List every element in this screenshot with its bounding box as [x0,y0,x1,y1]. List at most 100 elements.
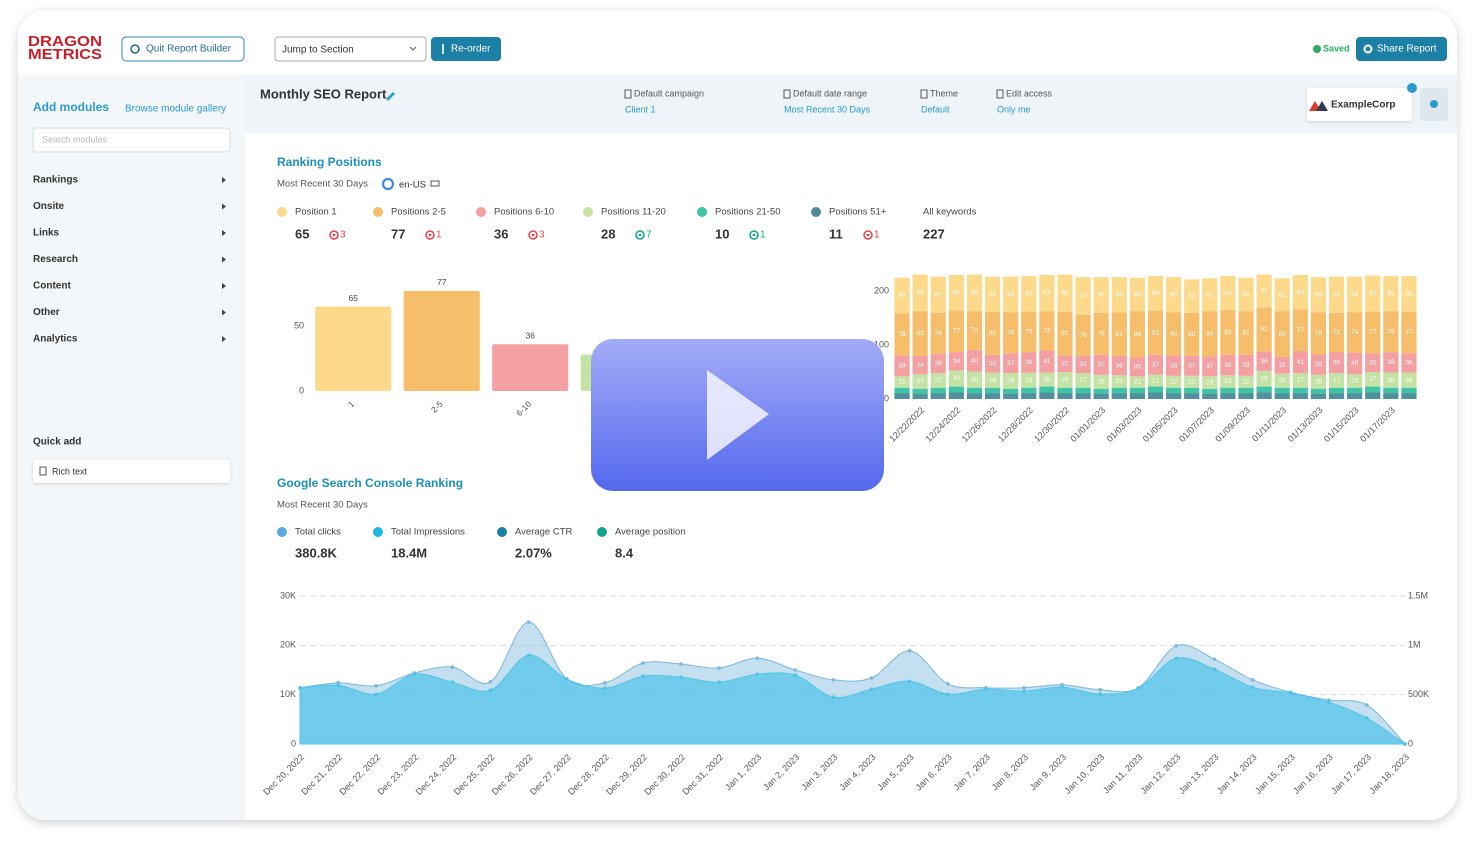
browse-link[interactable]: Browse module gallery [125,104,226,115]
y-tick-label: 200 [874,286,889,296]
data-label: 77 [953,328,961,335]
data-label: 40 [971,357,979,364]
meta-value[interactable]: Default [921,104,950,114]
data-label: 67 [935,291,943,298]
bar-segment [1328,373,1345,388]
legend-name: Positions 6-10 [494,207,554,218]
report-title: Monthly SEO Report [260,86,387,101]
bar-segment [1256,370,1272,387]
bar-segment [1256,274,1272,308]
data-label: 26 [1043,376,1051,383]
bar-segment [1365,275,1381,312]
bar-segment [894,376,910,388]
menu-item[interactable]: Links [33,228,60,239]
data-label: 65 [1315,291,1323,298]
meta-value[interactable]: Client 1 [625,104,656,114]
point [717,666,721,670]
bar-segment [1383,352,1399,373]
menu-item[interactable]: Other [33,307,60,318]
quick-item[interactable] [33,460,230,483]
point [603,681,607,685]
search-input[interactable] [32,127,231,153]
data-label: 27 [935,377,943,384]
bar-segment [1365,311,1381,354]
icon [130,44,140,54]
menu-item[interactable]: Research [33,254,78,265]
remove-brand[interactable] [1407,83,1417,93]
data-label: 68 [917,290,925,297]
data-label: 27 [917,378,925,385]
icon [1430,100,1438,108]
meta-value[interactable]: Most Recent 30 Days [784,104,871,114]
bar-segment [1292,351,1308,374]
bar [315,306,392,391]
bar-segment [1310,277,1327,313]
legend-name: Average CTR [515,527,573,538]
data-label: 41 [1297,359,1305,366]
chevron [222,203,226,210]
menu-item[interactable]: Rankings [33,175,78,186]
meta-label: Default date range [793,88,867,98]
data-label: 28 [989,377,997,384]
data-label: 81 [1242,330,1250,337]
data-label: 32 [1079,361,1087,368]
bar-segment [1093,354,1109,375]
data-label: 72 [971,327,979,334]
menu-item[interactable]: Analytics [33,334,78,345]
meta-value[interactable]: Only me [997,104,1031,114]
bar-segment [1021,372,1037,388]
bar-segment [1039,386,1055,393]
share-button[interactable] [1356,37,1447,61]
meta-label: Theme [930,88,958,98]
jump-select[interactable] [274,36,427,62]
bar-segment [1003,276,1019,313]
bar-segment [1003,353,1019,374]
legend-dot [373,527,383,537]
data-label: 65 [1170,291,1178,298]
data-label: 36 [1116,362,1124,369]
data-label: 28 [1025,377,1033,384]
data-label: 84 [1206,330,1214,337]
add-modules[interactable]: Add modules [33,100,109,114]
bar-segment [1401,387,1417,394]
legend-dot [277,527,287,537]
point [679,662,683,666]
legend-value: 11 [829,226,843,241]
data-label: 41 [1043,358,1051,365]
reorder-button[interactable] [431,37,501,61]
trend-value: 1 [874,230,880,241]
bar-segment [1401,372,1417,388]
y-tick-label: 10K [280,689,296,699]
data-label: 67 [1043,290,1051,297]
bar-segment [1184,279,1200,313]
bar-segment [1166,355,1182,376]
menu-item[interactable]: Onsite [33,201,65,212]
point [1022,689,1026,694]
bar-segment [1021,311,1037,353]
point [1098,687,1102,692]
data-label: 35 [1134,364,1142,371]
legend-dot [697,207,707,217]
trend-value: 1 [436,230,442,241]
bar-segment [1003,373,1019,389]
bar-segment [1401,276,1417,312]
data-label: 22 [1242,378,1250,385]
bar-segment [1184,393,1200,399]
point [1212,667,1217,672]
edit-icon[interactable] [386,92,395,101]
data-label: 86 [1134,331,1142,338]
menu-item[interactable]: Content [33,281,71,292]
bar-segment [984,372,1001,388]
data-label: 38 [1025,359,1033,366]
bar-segment [1184,375,1200,388]
legend-value: 65 [295,226,309,241]
quit-button[interactable] [121,36,245,62]
bar-segment [1220,310,1236,355]
data-label: 66 [1025,291,1033,298]
bar-segment [1184,355,1200,376]
bar-segment [1292,387,1308,394]
y-tick-label: 0 [299,385,304,395]
bar-segment [1147,276,1164,311]
bar-segment [1238,387,1254,394]
